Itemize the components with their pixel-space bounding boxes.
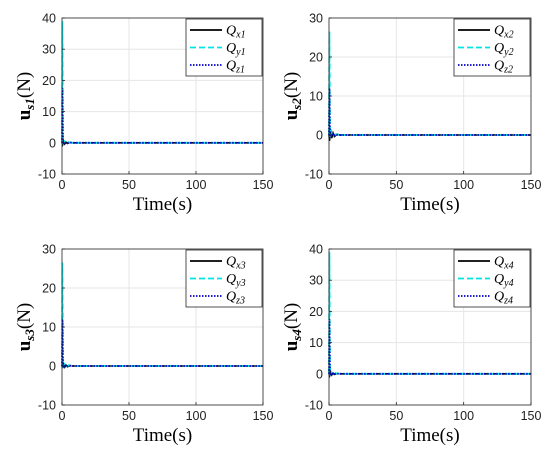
x-axis-label: Time(s)	[133, 425, 192, 446]
legend-box	[453, 249, 531, 308]
subplot-1: 0 50 100 150-10010203040Time(s)us1(N)Qx1Qy1…	[14, 12, 273, 216]
y-axis-label: us4(N)	[281, 303, 304, 352]
legend-label-z4: Qz4	[494, 290, 513, 307]
subplot-3: 0 50 100 150-100102030Time(s)us3(N)Qx3Qy3Qz…	[14, 243, 273, 447]
x-axis-label: Time(s)	[133, 194, 192, 215]
y-axis-label: us2(N)	[281, 72, 304, 121]
y-tick-label: -10	[305, 399, 323, 413]
series-line-y2	[328, 31, 531, 138]
y-tick-label: 20	[42, 282, 56, 296]
legend-label-x1: Qx1	[226, 24, 246, 41]
legend-box	[185, 249, 263, 308]
legend-label-y4: Qy4	[494, 272, 514, 289]
y-tick-label: 0	[49, 360, 56, 374]
x-tick-label: 150	[521, 178, 542, 192]
y-tick-label: 0	[316, 129, 323, 143]
y-tick-label: 20	[42, 74, 56, 88]
legend-label-z2: Qz2	[494, 59, 513, 76]
series-line-y3	[61, 262, 263, 369]
y-tick-label: 40	[42, 12, 56, 26]
y-tick-label: -10	[305, 168, 323, 182]
x-tick-label: 50	[389, 409, 403, 423]
x-tick-label: 150	[253, 409, 274, 423]
y-tick-label: 20	[309, 305, 323, 319]
x-tick-label: 50	[389, 178, 403, 192]
x-tick-label: 0	[326, 178, 333, 192]
axes-frame	[61, 17, 264, 175]
y-tick-label: 30	[42, 43, 56, 57]
x-tick-label: 100	[453, 409, 474, 423]
y-tick-label: 0	[316, 367, 323, 381]
y-axis-label: us1(N)	[14, 72, 37, 121]
x-tick-label: 0	[59, 409, 66, 423]
y-tick-label: -10	[38, 399, 56, 413]
y-tick-label: 10	[42, 321, 56, 335]
x-tick-label: 50	[122, 178, 136, 192]
x-tick-label: 100	[186, 409, 207, 423]
y-axis-label: us3(N)	[14, 303, 37, 352]
series-line-z4	[328, 319, 531, 379]
legend-label-y2: Qy2	[494, 41, 514, 58]
legend-label-x4: Qx4	[494, 255, 514, 272]
legend-label-x2: Qx2	[494, 24, 514, 41]
x-tick-label: 0	[326, 409, 333, 423]
series-line-z1	[61, 88, 263, 148]
y-tick-label: 30	[309, 12, 323, 26]
x-axis-label: Time(s)	[400, 425, 459, 446]
x-axis-label: Time(s)	[400, 194, 459, 215]
legend-label-x3: Qx3	[226, 255, 246, 272]
y-tick-label: 10	[309, 90, 323, 104]
axes-frame	[328, 248, 532, 406]
x-tick-label: 100	[186, 178, 207, 192]
x-tick-label: 100	[453, 178, 474, 192]
legend-label-z1: Qz1	[226, 59, 245, 76]
y-tick-label: 30	[42, 243, 56, 257]
y-tick-label: -10	[38, 168, 56, 182]
x-tick-label: 50	[122, 409, 136, 423]
y-tick-label: 0	[49, 136, 56, 150]
subplot-2: 0 50 100 150-100102030Time(s)us2(N)Qx2Qy2Qz…	[281, 12, 541, 216]
y-tick-label: 30	[309, 274, 323, 288]
legend-label-y3: Qy3	[226, 272, 246, 289]
y-tick-label: 20	[309, 51, 323, 65]
x-tick-label: 150	[253, 178, 274, 192]
subplot-4: 0 50 100 150-10010203040Time(s)us4(N)Qx4Qy4…	[281, 243, 541, 447]
legend-label-y1: Qy1	[226, 41, 246, 58]
y-tick-label: 40	[309, 243, 323, 257]
legend-box	[453, 18, 531, 77]
y-tick-label: 10	[309, 336, 323, 350]
legend-label-z3: Qz3	[226, 290, 245, 307]
x-tick-label: 0	[59, 178, 66, 192]
legend-box	[185, 18, 263, 77]
y-tick-label: 10	[42, 105, 56, 119]
x-tick-label: 150	[521, 409, 542, 423]
